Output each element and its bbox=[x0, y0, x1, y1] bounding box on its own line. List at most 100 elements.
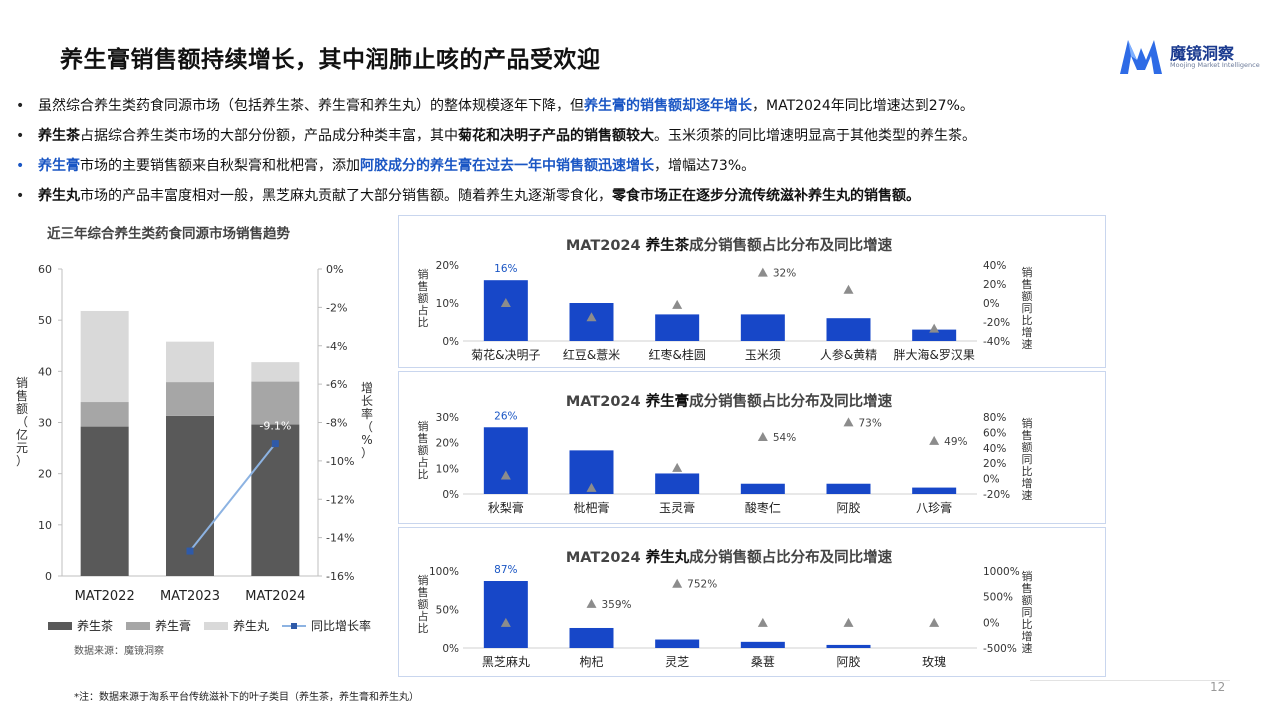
growth-marker bbox=[757, 432, 768, 442]
x-tick-label: 阿胶 bbox=[836, 500, 860, 515]
bar-value-label: 87% bbox=[494, 564, 517, 576]
footnote: *注：数据来源于淘系平台传统滋补下的叶子类目（养生茶，养生膏和养生丸） bbox=[74, 692, 419, 703]
y2-tick-label: 40% bbox=[983, 260, 1006, 272]
panel-title-part: 成分销售额占比分布及同比增速 bbox=[689, 548, 892, 566]
y2-tick-label: -16% bbox=[326, 570, 354, 583]
x-tick-label: 枸杞 bbox=[579, 654, 603, 669]
y2-tick-label: 1000% bbox=[983, 566, 1020, 578]
page-number: 12 bbox=[1210, 680, 1226, 694]
panel-title-part: MAT2024 bbox=[566, 550, 646, 566]
panel-title-part: 养生丸 bbox=[645, 548, 690, 566]
growth-label: 54% bbox=[773, 432, 796, 444]
y2-tick-label: -40% bbox=[983, 336, 1010, 348]
growth-point bbox=[271, 440, 279, 448]
y-tick-label: 10 bbox=[38, 519, 52, 532]
bar-养生茶-MAT2024 bbox=[251, 424, 300, 576]
bar-玉灵膏 bbox=[655, 473, 700, 494]
bullet-text: 养生膏 bbox=[38, 158, 80, 174]
x-tick-label: 菊花&决明子 bbox=[471, 347, 540, 362]
y2-tick-label: -12% bbox=[326, 493, 354, 506]
bullet-item: • 养生茶占据综合养生类市场的大部分份额，产品成分种类丰富，其中菊花和决明子产品的… bbox=[14, 126, 1264, 156]
growth-marker bbox=[843, 417, 854, 427]
bar-阿胶 bbox=[826, 644, 871, 648]
y2-tick-label: 80% bbox=[983, 412, 1006, 424]
legend-swatch bbox=[48, 622, 72, 630]
y2-tick-label: 0% bbox=[983, 298, 1000, 310]
bar-枸杞 bbox=[569, 627, 614, 648]
y-tick-label: 50 bbox=[38, 314, 52, 327]
tea-panel: MAT2024 养生茶成分销售额占比分布及同比增速 0% 10% 20% -40% -20… bbox=[398, 215, 1106, 368]
footer-divider bbox=[1030, 680, 1230, 681]
y2-tick-label: 500% bbox=[983, 592, 1013, 604]
x-tick-label: 秋梨膏 bbox=[488, 500, 524, 515]
bar-酸枣仁 bbox=[740, 483, 785, 494]
y-tick-label: 100% bbox=[429, 566, 459, 578]
y2-tick-label: 0% bbox=[983, 617, 1000, 629]
y-tick-label: 0% bbox=[442, 336, 459, 348]
page-title: 养生膏销售额持续增长，其中润肺止咳的产品受欢迎 bbox=[60, 47, 601, 73]
x-tick-label: 黑芝麻丸 bbox=[482, 654, 530, 669]
growth-marker bbox=[929, 435, 940, 445]
x-tick-label: MAT2023 bbox=[160, 589, 220, 604]
y-tick-label: 20% bbox=[436, 260, 459, 272]
panel-title: MAT2024 养生丸成分销售额占比分布及同比增速 bbox=[566, 548, 893, 566]
bar-灵芝 bbox=[655, 639, 700, 648]
x-tick-label: 红豆&薏米 bbox=[563, 347, 620, 362]
panel-title-part: MAT2024 bbox=[566, 394, 646, 410]
bar-黑芝麻丸 bbox=[483, 581, 528, 648]
y-tick-label: 0 bbox=[45, 570, 52, 583]
growth-marker bbox=[672, 299, 683, 309]
panel-title: MAT2024 养生膏成分销售额占比分布及同比增速 bbox=[566, 392, 893, 410]
growth-label: 32% bbox=[773, 268, 796, 280]
x-tick-label: 枇杷膏 bbox=[573, 500, 609, 515]
x-tick-label: 红枣&桂圆 bbox=[648, 347, 705, 362]
panel-title-part: MAT2024 bbox=[566, 238, 646, 254]
x-tick-label: 人参&黄精 bbox=[820, 347, 877, 362]
legend-swatch bbox=[126, 622, 150, 630]
y-tick-label: 0% bbox=[442, 489, 459, 501]
y2-tick-label: -14% bbox=[326, 532, 354, 545]
x-tick-label: 玉米须 bbox=[745, 348, 781, 362]
growth-marker bbox=[843, 284, 854, 294]
y2-tick-label: -2% bbox=[326, 301, 347, 314]
tea-component-chart: MAT2024 养生茶成分销售额占比分布及同比增速 0% 10% 20% -40% -20… bbox=[418, 236, 1033, 362]
y2-tick-label: -8% bbox=[326, 417, 347, 430]
bullet-text: 养生膏的销售额却逐年增长 bbox=[584, 98, 752, 114]
growth-point bbox=[186, 547, 194, 555]
y2-axis-title: 增长率（%） bbox=[361, 381, 373, 460]
bullet-dot-icon: • bbox=[16, 98, 25, 114]
y2-tick-label: -20% bbox=[983, 317, 1010, 329]
x-tick-label: 八珍膏 bbox=[916, 500, 952, 515]
panel-title-part: 养生膏 bbox=[645, 392, 690, 410]
panel-title: MAT2024 养生茶成分销售额占比分布及同比增速 bbox=[566, 236, 893, 254]
bar-养生膏-MAT2024 bbox=[251, 381, 300, 425]
bar-养生膏-MAT2023 bbox=[166, 382, 214, 416]
summary-bullets: • 虽然综合养生类药食同源市场（包括养生茶、养生膏和养生丸）的整体规模逐年下降，但… bbox=[14, 96, 1264, 216]
bar-玉米须 bbox=[740, 314, 785, 341]
bullet-text: 市场的主要销售额来自秋梨膏和枇杷膏，添加 bbox=[80, 158, 360, 174]
gao-component-chart: MAT2024 养生膏成分销售额占比分布及同比增速 0% 10% 20% 30% -20%… bbox=[418, 392, 1033, 515]
bullet-item: • 养生丸市场的产品丰富度相对一般，黑芝麻丸贡献了大部分销售额。随着养生丸逐渐零食… bbox=[14, 186, 1264, 216]
y2-tick-label: 40% bbox=[983, 443, 1006, 455]
bullet-text: 养生茶 bbox=[38, 128, 80, 144]
gao-panel: MAT2024 养生膏成分销售额占比分布及同比增速 0% 10% 20% 30% -20%… bbox=[398, 371, 1106, 524]
y2-tick-label: 20% bbox=[983, 279, 1006, 291]
bullet-text: 。玉米须茶的同比增速明显高于其他类型的养生茶。 bbox=[654, 128, 976, 144]
growth-label: 752% bbox=[687, 579, 717, 591]
stacked-bar-chart: 0 10 20 30 40 50 60 -16% -14% -12% -10% -8% -6% -4% -2… bbox=[16, 263, 373, 633]
y-tick-label: 50% bbox=[436, 605, 459, 617]
bullet-dot-icon: • bbox=[16, 188, 25, 204]
bar-桑葚 bbox=[740, 641, 785, 648]
bar-胖大海&罗汉果 bbox=[912, 329, 957, 341]
y-tick-label: 10% bbox=[436, 463, 459, 475]
legend-swatch bbox=[204, 622, 228, 630]
y-tick-label: 20% bbox=[436, 438, 459, 450]
y-tick-label: 60 bbox=[38, 263, 52, 276]
wan-panel: MAT2024 养生丸成分销售额占比分布及同比增速 0% 50% 100% -500% 0… bbox=[398, 527, 1106, 677]
bar-养生丸-MAT2024 bbox=[251, 362, 300, 382]
x-tick-label: MAT2024 bbox=[245, 589, 305, 604]
bullet-dot-icon: • bbox=[16, 158, 25, 174]
legend-line-marker bbox=[291, 623, 297, 629]
growth-marker bbox=[500, 617, 511, 627]
bullet-text: ，MAT2024年同比增速达到27%。 bbox=[752, 98, 974, 114]
